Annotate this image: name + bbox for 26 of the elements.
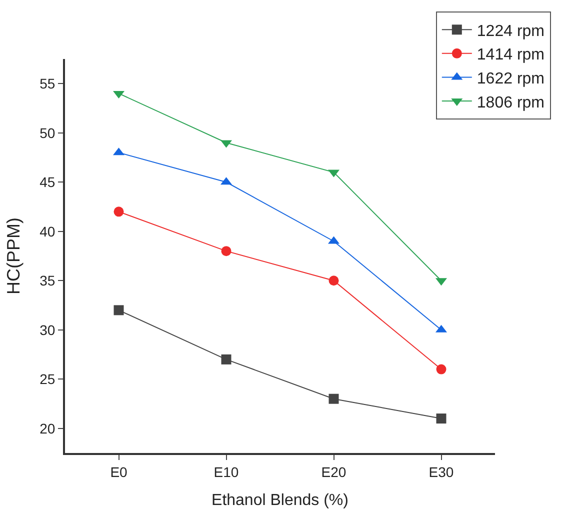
y-tick-label: 30 (40, 322, 56, 338)
point (221, 354, 232, 364)
x-tick-label: E30 (428, 464, 454, 480)
y-tick-label: 50 (40, 124, 56, 141)
point (221, 246, 232, 256)
x-tick-label: E0 (110, 464, 128, 480)
y-tick-label: 40 (40, 223, 56, 240)
point (436, 414, 446, 424)
y-tick-label: 45 (40, 174, 56, 190)
y-tick-label: 20 (40, 420, 56, 436)
legend-label: 1806 rpm (476, 94, 544, 112)
point (114, 206, 124, 217)
legend-label: 1224 rpm (476, 22, 544, 40)
x-axis-title: Ethanol Blends (%) (212, 492, 348, 509)
point (328, 394, 339, 404)
point (114, 305, 124, 316)
point (436, 364, 446, 374)
x-tick-label: E10 (214, 464, 239, 480)
y-tick-label: 35 (40, 272, 56, 289)
point (328, 276, 339, 286)
x-tick-label: E20 (321, 464, 346, 480)
legend-label: 1622 rpm (476, 70, 544, 88)
y-axis-title: HC(PPM) (3, 218, 24, 294)
legend-label: 1414 rpm (476, 46, 544, 64)
y-tick-label: 55 (40, 76, 56, 92)
y-tick-label: 25 (40, 371, 56, 388)
